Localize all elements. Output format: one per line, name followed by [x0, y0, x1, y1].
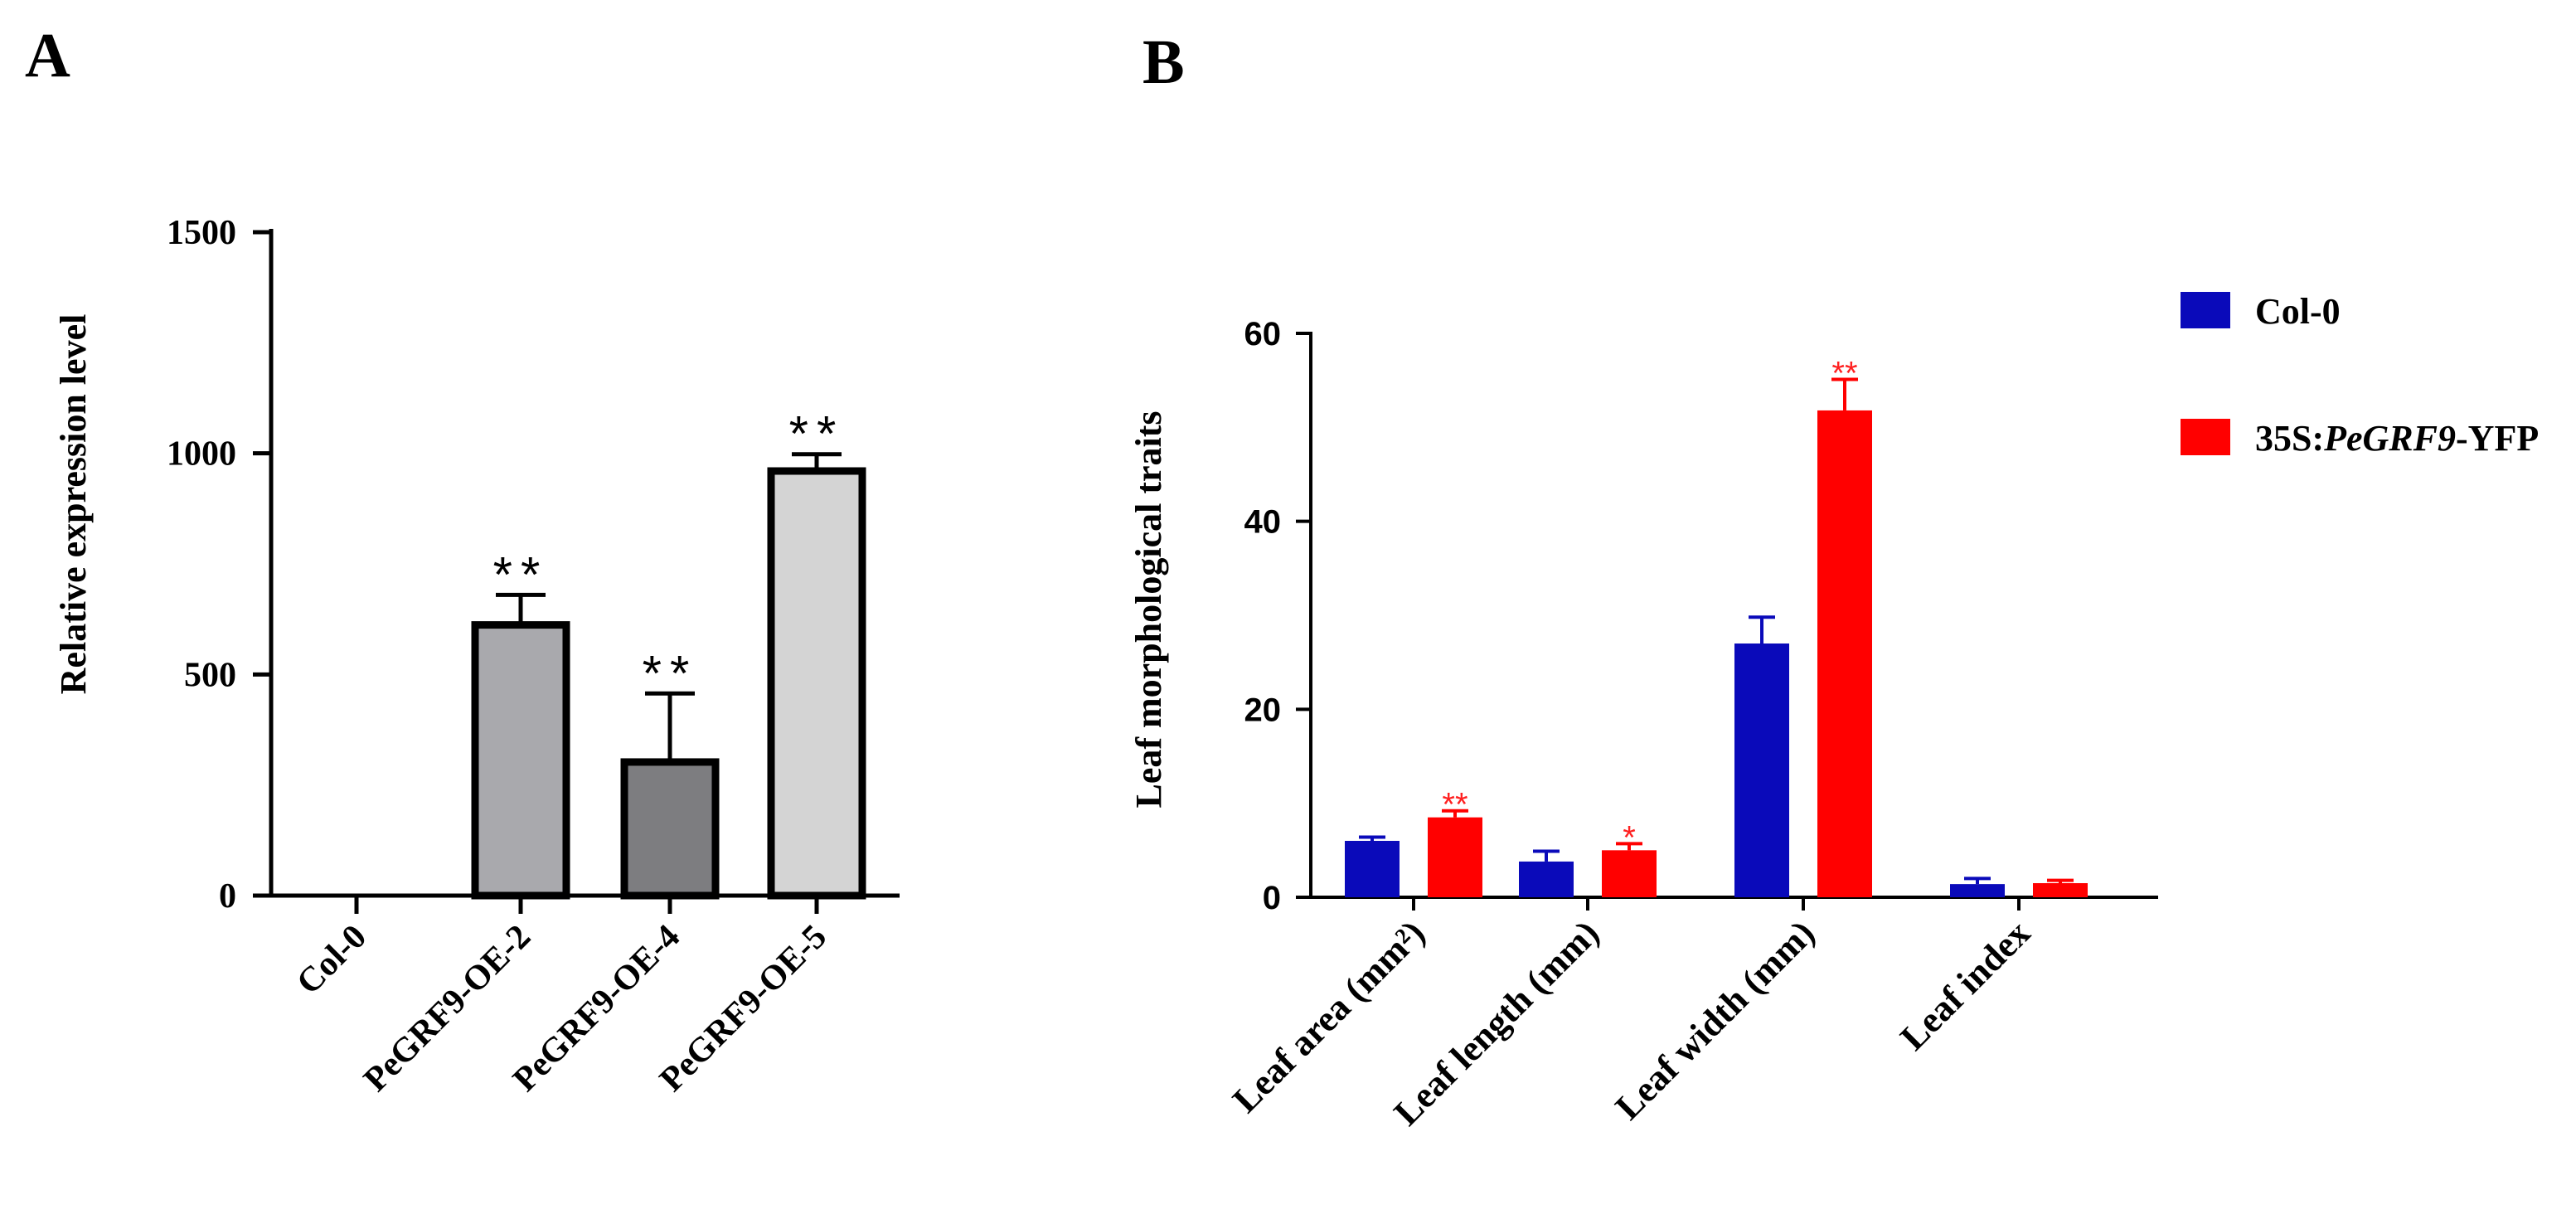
chart-a-bar — [471, 621, 570, 900]
chart-b-y-tick-label: 0 — [1263, 880, 1281, 916]
chart-a-y-axis-label: Relative expression level — [53, 314, 94, 695]
chart-b-bar-35s — [2033, 883, 2088, 897]
chart-b-significance-label: ** — [1442, 787, 1467, 823]
chart-b-y-tick-label: 40 — [1244, 504, 1282, 541]
chart-b-bar-35s — [1602, 850, 1657, 897]
chart-a-significance-label: ** — [493, 546, 549, 602]
legend-label-col0: Col-0 — [2255, 291, 2341, 332]
chart-b-bar-col0 — [1345, 841, 1400, 897]
chart-a-x-tick-label: Col-0 — [289, 918, 374, 1003]
legend-label-35s-suffix: -YFP — [2456, 418, 2539, 459]
chart-b-x-tick-label: Leaf width (mm) — [1608, 912, 1822, 1127]
legend-swatch-col0 — [2181, 292, 2230, 328]
legend-label-35s-prefix: 35S: — [2255, 418, 2324, 459]
legend-label-35s: 35S:PeGRF9-YFP — [2255, 418, 2539, 459]
chart-a-significance-label: ** — [643, 645, 698, 701]
chart-b-significance-label: ** — [1831, 356, 1857, 392]
chart-a-bar — [620, 758, 720, 900]
chart-a-significance-label: ** — [789, 406, 845, 462]
chart-b-bar-col0 — [1519, 861, 1574, 897]
chart-a: Relative expression level 0 500 1000 1500 *… — [53, 214, 900, 1099]
chart-b-significance-label: * — [1623, 819, 1636, 856]
chart-a-y-tick-label: 500 — [184, 656, 236, 694]
chart-b-x-tick-label: Leaf index — [1893, 912, 2039, 1058]
chart-b-y-axis-label: Leaf morphological traits — [1128, 410, 1169, 808]
chart-a-y-tick-label: 1500 — [167, 214, 236, 252]
legend-swatch-35s — [2181, 419, 2230, 455]
chart-b-bar-col0 — [1734, 643, 1789, 897]
chart-b-bar-col0 — [1950, 884, 2005, 897]
legend-label-35s-italic: PeGRF9 — [2323, 418, 2456, 459]
chart-b-y-tick-label: 20 — [1244, 692, 1282, 728]
chart-a-y-tick-label: 0 — [219, 877, 236, 915]
chart-a-y-tick-label: 1000 — [167, 435, 236, 474]
chart-b-legend: Col-0 35S:PeGRF9-YFP — [2181, 291, 2539, 459]
panel-label-b: B — [1142, 27, 1185, 97]
chart-b-bar-35s — [1817, 410, 1872, 897]
chart-b-y-tick-label: 60 — [1244, 316, 1282, 352]
panel-label-a: A — [25, 21, 70, 90]
chart-b-bar-35s — [1428, 817, 1482, 897]
chart-a-bar — [767, 467, 866, 900]
